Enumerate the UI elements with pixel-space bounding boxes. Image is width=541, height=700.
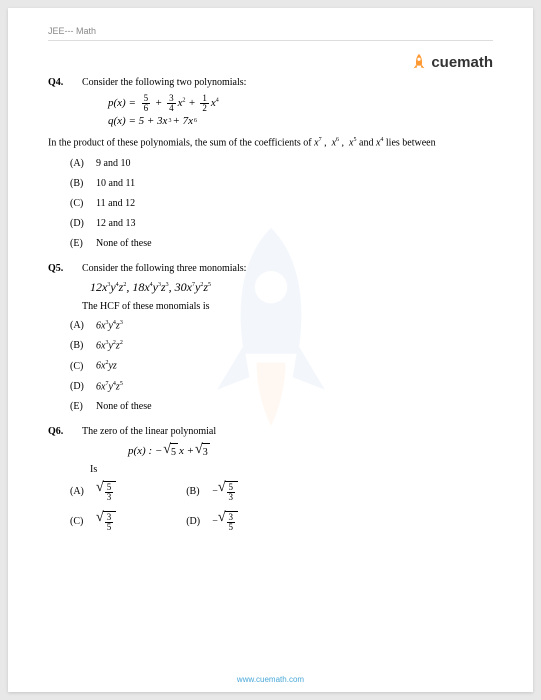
q5-option-e: (E)None of these	[70, 401, 493, 412]
q6-formula: p(x) : − √5 x + √3	[128, 443, 493, 460]
q4-option-a: (A)9 and 10	[70, 158, 493, 169]
q4-prompt: Consider the following two polynomials:	[82, 77, 493, 88]
q4-option-c: (C)11 and 12	[70, 198, 493, 209]
q5-monomials: 12x3y4z2, 18x4y3z3, 30x7y2z5	[90, 280, 493, 295]
q5-number: Q5.	[48, 263, 82, 274]
header-label: JEE--- Math	[48, 26, 493, 36]
q5-sub-prompt: The HCF of these monomials is	[82, 301, 493, 312]
logo-text: cuemath	[431, 54, 493, 71]
q5-option-c: (C)6x2yz	[70, 360, 493, 371]
q6-option-b: (B) −√53	[186, 481, 238, 502]
q4-number: Q4.	[48, 77, 82, 88]
q6-number: Q6.	[48, 426, 82, 437]
q6-is: Is	[90, 464, 493, 475]
q6-row-1: (A) √53 (B) −√53	[70, 481, 493, 502]
footer-url: www.cuemath.com	[8, 675, 533, 684]
q4-option-e: (E)None of these	[70, 238, 493, 249]
q4-body: In the product of these polynomials, the…	[48, 136, 493, 150]
q5-option-d: (D)6x7y4z5	[70, 381, 493, 392]
q4-option-d: (D)12 and 13	[70, 218, 493, 229]
q6-option-d: (D) −√35	[186, 511, 238, 532]
q5-prompt: Consider the following three monomials:	[82, 263, 493, 274]
q6-option-a: (A) √53	[70, 481, 116, 502]
q5-option-b: (B)6x3y2z2	[70, 340, 493, 351]
question-4: Q4. Consider the following two polynomia…	[48, 77, 493, 88]
q5-options: (A)6x3y4z3 (B)6x3y2z2 (C)6x2yz (D)6x7y4z…	[70, 320, 493, 412]
q6-row-2: (C) √35 (D) −√35	[70, 511, 493, 532]
q4-formula-p: p(x) = 56 + 34 x2 + 12 x4 q(x) = 5 + 3x3…	[108, 94, 493, 130]
question-5: Q5. Consider the following three monomia…	[48, 263, 493, 274]
q6-prompt: The zero of the linear polynomial	[82, 426, 493, 437]
header-divider	[48, 40, 493, 41]
q5-option-a: (A)6x3y4z3	[70, 320, 493, 331]
question-6: Q6. The zero of the linear polynomial	[48, 426, 493, 437]
cuemath-logo: cuemath	[410, 53, 493, 71]
q6-option-c: (C) √35	[70, 511, 116, 532]
rocket-icon	[410, 53, 428, 71]
q4-options: (A)9 and 10 (B)10 and 11 (C)11 and 12 (D…	[70, 158, 493, 249]
page: JEE--- Math cuemath Q4. Consider the fol…	[8, 8, 533, 692]
q4-option-b: (B)10 and 11	[70, 178, 493, 189]
